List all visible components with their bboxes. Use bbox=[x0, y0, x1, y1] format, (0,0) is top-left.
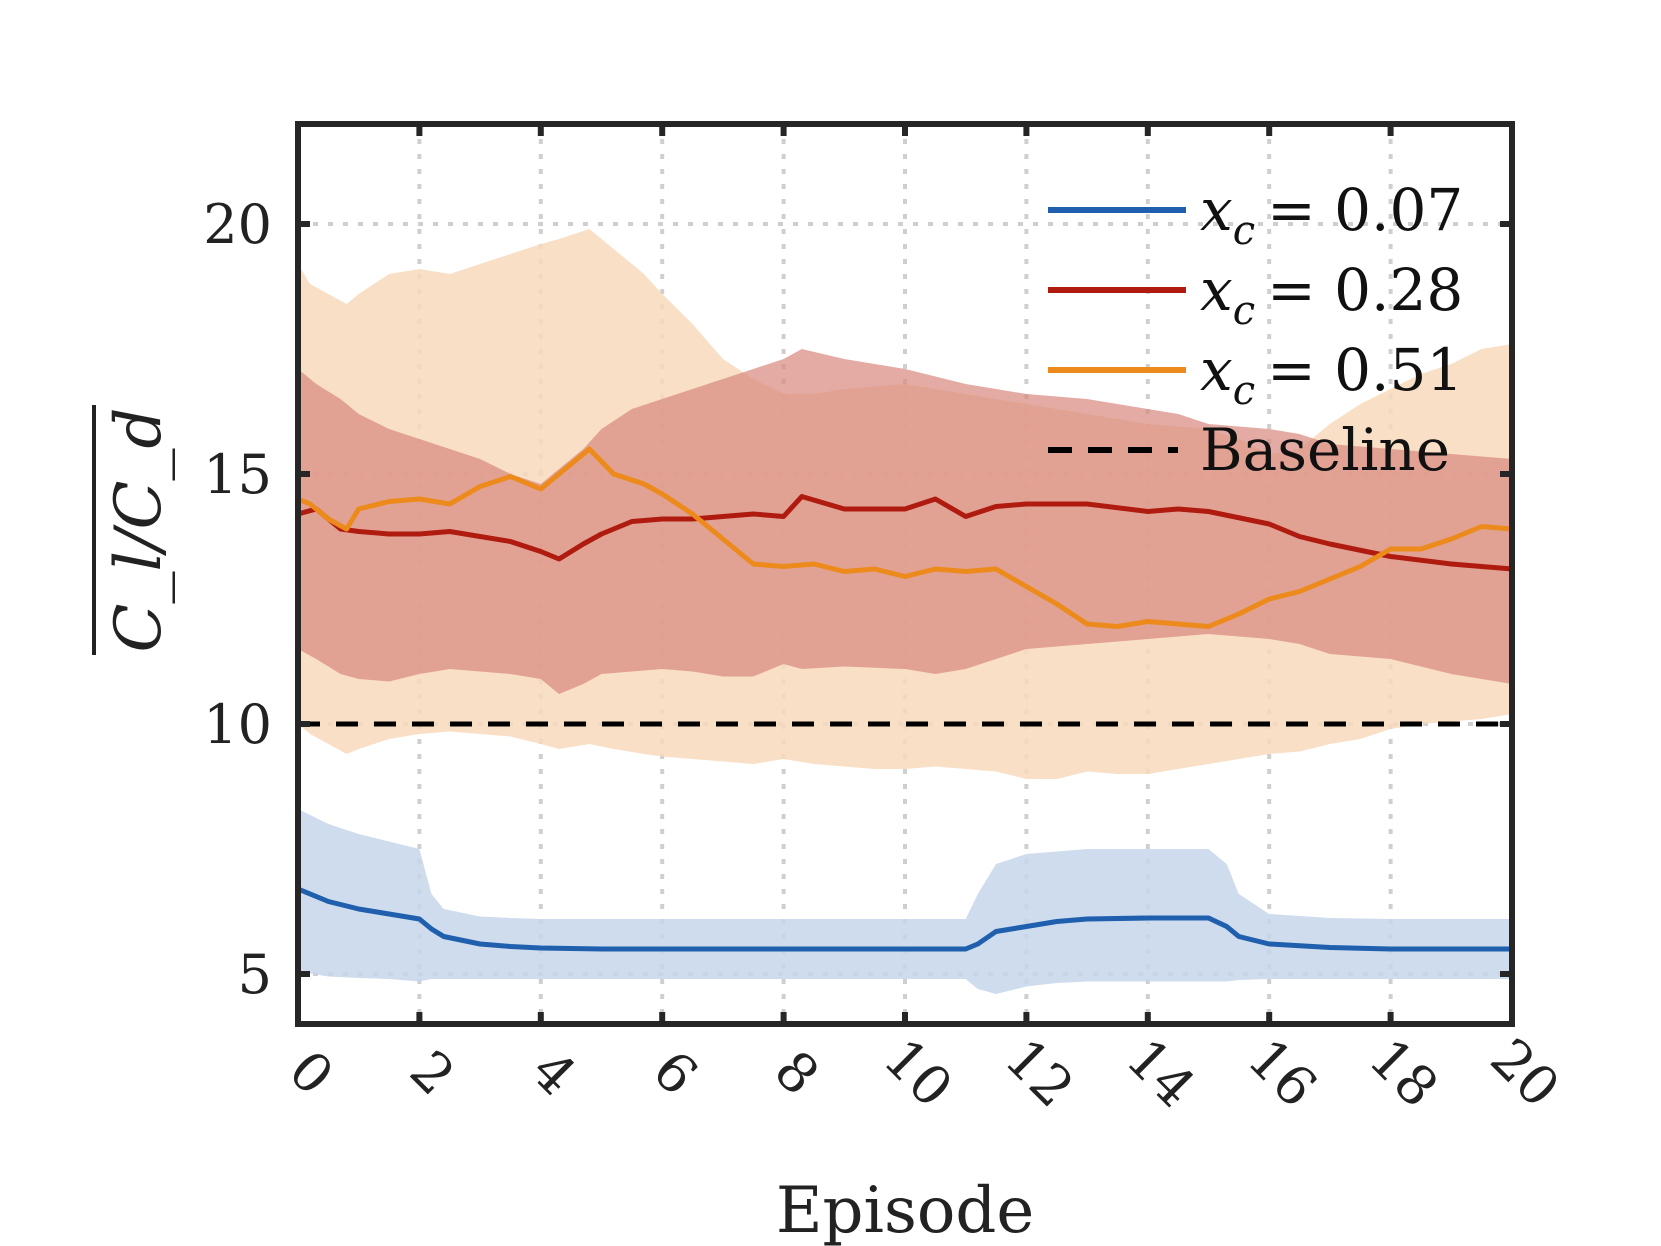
y-tick-label: 10 bbox=[203, 693, 272, 756]
legend-math-var: x bbox=[1200, 256, 1233, 324]
legend-value: = 0.51 bbox=[1267, 336, 1463, 404]
line-xc-028 bbox=[297, 494, 1513, 572]
legend-label-2: xc = 0.51 bbox=[1200, 336, 1463, 414]
x-axis-title: Episode bbox=[776, 1174, 1034, 1246]
legend-math-sub: c bbox=[1233, 208, 1255, 254]
legend-label-1: xc = 0.28 bbox=[1200, 256, 1463, 334]
series-lines bbox=[297, 446, 1513, 952]
axes bbox=[295, 121, 1515, 1027]
y-tick-label: 20 bbox=[203, 193, 272, 256]
legend-label-0: xc = 0.07 bbox=[1200, 176, 1463, 254]
legend-value: = 0.07 bbox=[1267, 176, 1463, 244]
y-tick-label: 15 bbox=[203, 443, 272, 506]
legend-math-sub: c bbox=[1233, 368, 1255, 414]
legend-label-3: Baseline bbox=[1200, 416, 1450, 484]
line-xc-007 bbox=[297, 886, 1512, 952]
legend-math-var: x bbox=[1200, 336, 1233, 404]
legend-math-sub: c bbox=[1233, 288, 1255, 334]
legend-math-var: x bbox=[1200, 176, 1233, 244]
y-axis-title: C_l/C_d bbox=[102, 408, 176, 653]
y-axis-title-group: C_l/C_d bbox=[92, 405, 176, 655]
y-tick-label: 5 bbox=[238, 943, 272, 1006]
legend-value: = 0.28 bbox=[1267, 256, 1463, 324]
band-xc-028 bbox=[298, 349, 1512, 694]
line-xc-051 bbox=[297, 446, 1513, 629]
